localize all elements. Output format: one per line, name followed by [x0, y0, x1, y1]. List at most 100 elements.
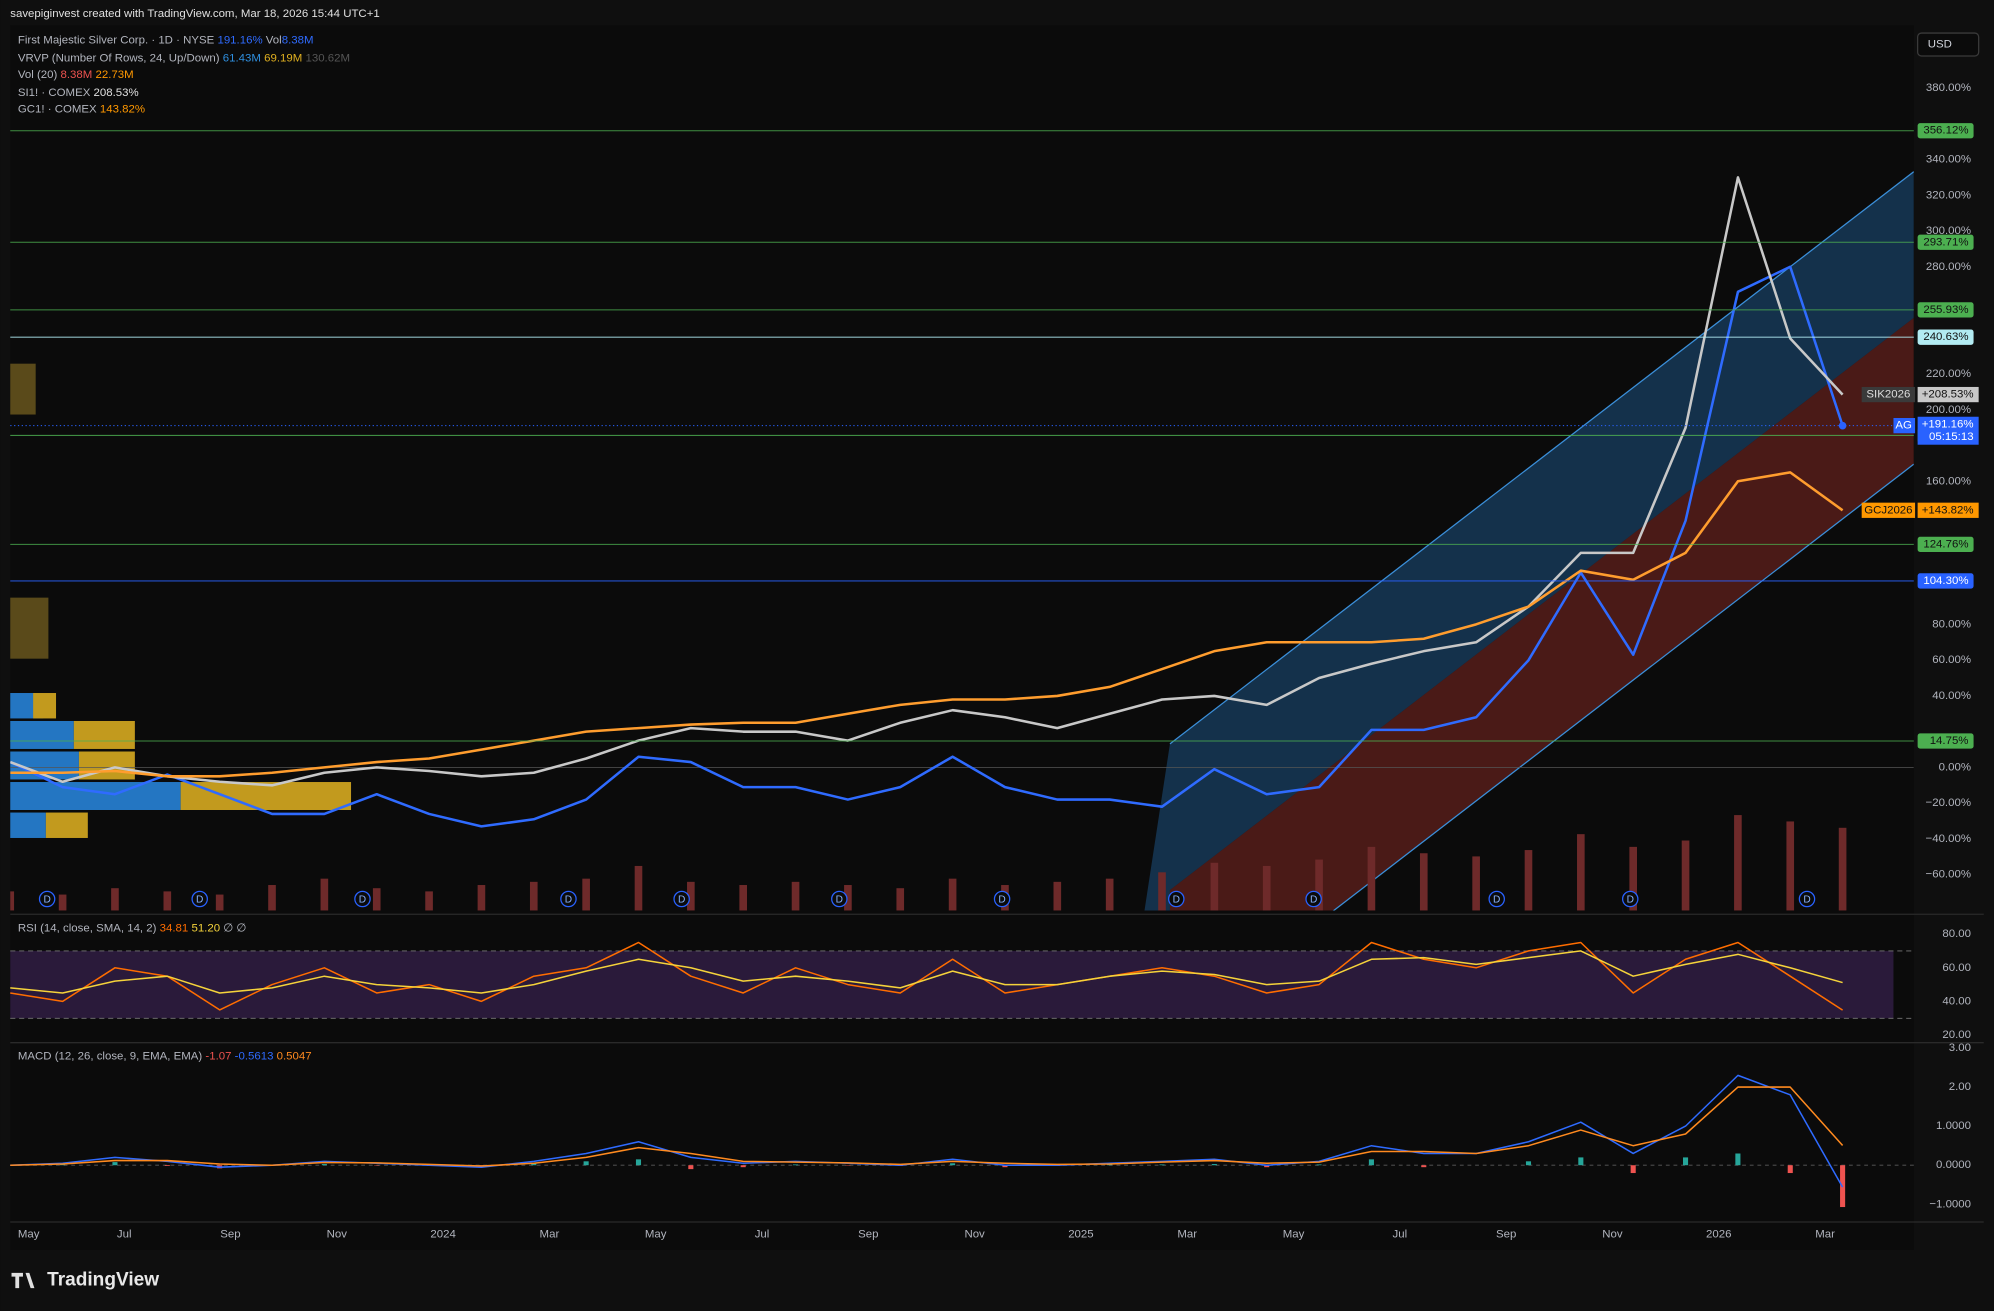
histogram-bar	[60, 1164, 66, 1166]
y-tick-label: 1.0000	[1936, 1120, 1971, 1132]
dividend-label: D	[836, 894, 843, 905]
level-label: 124.76%	[1923, 538, 1968, 550]
legend-value: 130.62M	[305, 53, 350, 65]
tag-value-box	[1917, 416, 1979, 445]
histogram-bar	[1211, 1164, 1217, 1166]
x-tick-label: May	[645, 1229, 667, 1241]
x-tick-label: Nov	[327, 1229, 348, 1241]
profile-bar	[10, 363, 36, 415]
x-tick-label: 2024	[430, 1229, 456, 1241]
legend-value: 51.20	[191, 922, 220, 934]
volume-bar	[1105, 878, 1114, 911]
y-tick-label: 200.00%	[1926, 404, 1971, 416]
y-tick-label: 40.00	[1942, 995, 1971, 1007]
y-tick-label: 0.0000	[1936, 1159, 1971, 1171]
level-label: 14.75%	[1930, 735, 1969, 747]
dividend-label: D	[1803, 894, 1810, 905]
volume-bar	[1524, 850, 1533, 911]
x-tick-label: Nov	[964, 1229, 985, 1241]
histogram-bar	[112, 1162, 118, 1166]
brand-name: TradingView	[47, 1270, 159, 1291]
legend-value: ∅ ∅	[223, 922, 246, 934]
y-tick-label: 0.00%	[1939, 761, 1971, 773]
y-tick-label: 80.00	[1942, 928, 1971, 940]
histogram-bar	[1421, 1165, 1427, 1168]
volume-bar	[1472, 856, 1480, 911]
level-label: 293.71%	[1923, 236, 1968, 248]
y-tick-label: 60.00%	[1932, 654, 1971, 666]
volume-bar	[1053, 881, 1062, 911]
level-label-box	[1917, 302, 1974, 318]
legend-value: 61.43M	[223, 53, 261, 65]
histogram-bar	[1368, 1159, 1374, 1166]
level-label-box	[1917, 123, 1974, 139]
profile-bar	[33, 693, 57, 719]
dividend-label: D	[998, 894, 1005, 905]
dividend-marker	[191, 890, 208, 908]
y-tick-label: 220.00%	[1926, 368, 1971, 380]
currency-button[interactable]	[1916, 32, 1980, 57]
series-line	[10, 471, 1844, 778]
volume-bar	[634, 865, 643, 911]
volume-bar	[739, 885, 748, 911]
dividend-marker	[1798, 890, 1816, 908]
x-tick-label: May	[18, 1229, 40, 1241]
x-tick-label: Sep	[858, 1229, 878, 1241]
histogram-bar	[1316, 1164, 1322, 1166]
tag-countdown: 05:15:13	[1929, 431, 1974, 443]
y-tick-label: 300.00%	[1926, 225, 1971, 237]
dividend-label: D	[678, 894, 685, 905]
profile-bar	[73, 720, 135, 749]
legend-value: 69.19M	[264, 53, 302, 65]
x-tick-label: Mar	[1177, 1229, 1197, 1241]
legend-value: -0.5613	[235, 1051, 274, 1063]
legend-value: 34.81	[160, 922, 189, 934]
level-label-box	[1917, 573, 1974, 589]
legend-row: SI1! · COMEX 208.53%	[18, 87, 139, 99]
x-tick-label: May	[1283, 1229, 1305, 1241]
tag-value-box	[1917, 502, 1979, 518]
legend-value: -1.07	[205, 1051, 231, 1063]
histogram-bar	[1578, 1157, 1584, 1166]
currency-label[interactable]: USD	[1928, 39, 1952, 51]
volume-bar	[477, 885, 486, 911]
volume-bar	[896, 888, 905, 911]
histogram-bar	[583, 1161, 589, 1166]
histogram-bar	[1159, 1164, 1165, 1166]
x-tick-label: Sep	[220, 1229, 240, 1241]
volume-bar	[687, 881, 695, 911]
legend-label: MACD (12, 26, close, 9, EMA, EMA)	[18, 1051, 203, 1063]
volume-bar	[1629, 846, 1638, 911]
level-label-box	[1917, 536, 1974, 552]
pane	[10, 176, 1914, 911]
y-tick-label: 2.00	[1949, 1081, 1971, 1093]
tag-name-box	[1861, 502, 1916, 518]
x-tick-label: Mar	[540, 1229, 560, 1241]
legend-value: 208.53%	[94, 87, 139, 99]
histogram-bar	[793, 1164, 799, 1166]
dividend-marker	[673, 890, 690, 908]
tag-value: +191.16%	[1922, 418, 1974, 430]
dividend-marker	[993, 890, 1011, 908]
volume-bar	[1210, 862, 1219, 911]
volume-bar	[1419, 853, 1428, 911]
x-tick-label: Jul	[1393, 1229, 1408, 1241]
channel-lower	[1169, 317, 1914, 911]
y-tick-label: 280.00%	[1926, 261, 1971, 273]
rsi-band	[10, 950, 1894, 1019]
dividend-marker	[831, 890, 848, 908]
tag-name: AG	[1895, 420, 1912, 432]
histogram-bar	[950, 1163, 956, 1166]
histogram-bar	[1630, 1165, 1636, 1174]
dividend-label: D	[43, 894, 50, 905]
legend-value: 8.38M	[282, 35, 314, 47]
y-tick-label: −1.0000	[1929, 1198, 1971, 1210]
series-line	[10, 1086, 1844, 1167]
legend-symbol: First Majestic Silver Corp. · 1D · NYSE	[18, 35, 215, 47]
dividend-label: D	[1493, 894, 1500, 905]
volume-bar	[215, 894, 224, 911]
volume-bar	[10, 891, 15, 911]
profile-bar	[10, 597, 49, 659]
volume-bar	[58, 894, 67, 911]
y-tick-label: 80.00%	[1932, 618, 1971, 630]
